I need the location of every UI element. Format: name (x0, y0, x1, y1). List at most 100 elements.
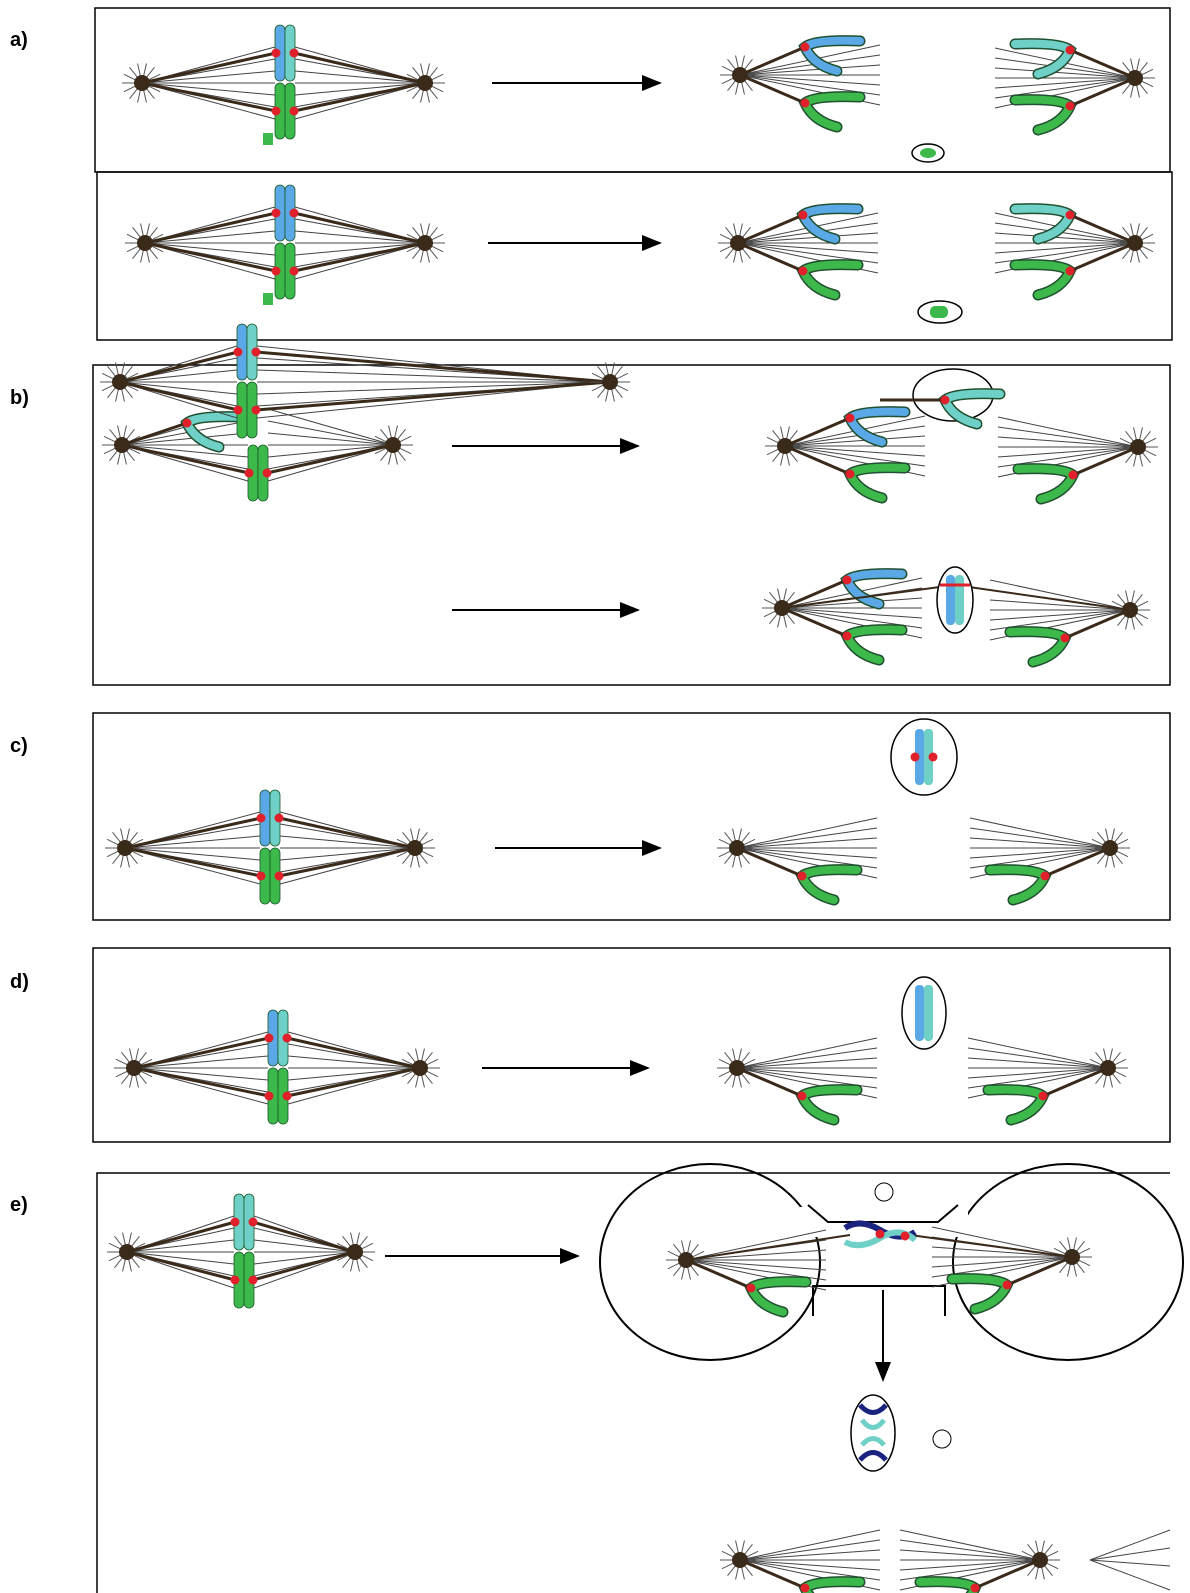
aster-ray (1114, 853, 1123, 864)
aster-ray (429, 227, 438, 238)
aster-ray (1139, 428, 1142, 442)
aster-ray (104, 436, 117, 442)
aster-ray (419, 832, 428, 843)
fragment (930, 306, 948, 318)
aster-ray (598, 366, 607, 377)
kinetochore (265, 1092, 274, 1101)
aster-ray (725, 832, 734, 843)
aster-ray (728, 1565, 737, 1576)
kinetochore-fiber (267, 445, 393, 473)
fiber (257, 382, 610, 394)
fiber (740, 1540, 880, 1560)
aster-ray (733, 829, 736, 843)
chromosome (920, 1582, 975, 1593)
aster-ray (398, 436, 411, 442)
aster-ray (786, 452, 789, 466)
aster-ray (1126, 431, 1135, 442)
aster-ray (1131, 616, 1134, 630)
aster-ray (1131, 84, 1134, 98)
aster-ray (123, 1258, 126, 1272)
aster-ray (1077, 1248, 1090, 1254)
kinetochore (911, 753, 920, 762)
kinetochore (272, 209, 281, 218)
fiber (134, 1068, 268, 1080)
panel-label: a) (10, 29, 28, 51)
aster-ray (1140, 234, 1153, 240)
aster-ray (411, 829, 414, 843)
aster-ray (1135, 613, 1148, 619)
centrosome (347, 1244, 363, 1260)
aster-ray (764, 599, 777, 605)
panel-box (95, 8, 1170, 172)
aster-ray (1142, 431, 1151, 442)
aster-ray (1068, 1263, 1071, 1277)
fiber (254, 1252, 355, 1264)
aster-ray (1136, 224, 1139, 238)
aster-ray (124, 86, 137, 92)
aster-ray (674, 1244, 683, 1255)
aster-ray (739, 224, 742, 238)
kinetochore (257, 814, 266, 823)
aster-ray (124, 74, 137, 80)
panel-box (97, 1173, 1170, 1593)
aster-ray (741, 56, 744, 70)
aster-ray (426, 64, 429, 78)
aster-ray (1135, 601, 1148, 607)
aster-ray (351, 1233, 354, 1247)
kinetochore-fiber (287, 1068, 420, 1096)
aster-ray (116, 1071, 129, 1077)
aster-ray (115, 1236, 124, 1247)
centrosome (417, 235, 433, 251)
aster-ray (598, 387, 607, 398)
centrosome (407, 840, 423, 856)
aster-ray (770, 592, 779, 603)
aster-ray (121, 854, 124, 868)
aster-ray (109, 1243, 122, 1249)
kinetochore-fiber (145, 243, 276, 271)
fiber (142, 83, 275, 95)
aster-ray (682, 1241, 685, 1255)
centrosome (602, 374, 618, 390)
aster-ray (1115, 839, 1128, 845)
kinetochore (272, 107, 281, 116)
aster-ray (728, 59, 737, 70)
page: a) b) c) d) e) (() => { const data = JSO… (0, 0, 1190, 1593)
aster-ray (149, 227, 158, 238)
aster-ray (123, 451, 126, 465)
fiber (1090, 1548, 1170, 1560)
aster-ray (1134, 453, 1137, 467)
kinetochore (798, 872, 807, 881)
kinetochore-fiber (253, 1252, 355, 1280)
kinetochore (275, 814, 284, 823)
aster-ray (124, 387, 133, 398)
aster-ray (356, 1258, 359, 1272)
aster-ray (141, 224, 144, 238)
fiber (1090, 1560, 1170, 1566)
aster-ray (1109, 1049, 1112, 1063)
aster-ray (668, 1263, 681, 1269)
aster-ray (356, 1233, 359, 1247)
aster-ray (611, 388, 614, 402)
aster-ray (413, 88, 422, 99)
aster-ray (1045, 1563, 1058, 1569)
aster-ray (1098, 832, 1107, 843)
kinetochore-fiber (142, 53, 276, 83)
aster-ray (1044, 1565, 1053, 1576)
fiber (145, 243, 275, 255)
kinetochore (1003, 1281, 1012, 1290)
aster-ray (781, 427, 784, 441)
kinetochore (272, 267, 281, 276)
aster-ray (738, 1049, 741, 1063)
aster-ray (736, 56, 739, 70)
aster-ray (127, 234, 140, 240)
aster-ray (615, 385, 628, 391)
aster-ray (416, 854, 419, 868)
fragment (263, 293, 273, 305)
aster-ray (421, 1074, 424, 1088)
aster-ray (1041, 1541, 1044, 1555)
kinetochore (843, 576, 852, 585)
aster-ray (131, 1257, 140, 1268)
centrosome (134, 75, 150, 91)
kinetochore (1069, 471, 1078, 480)
fiber (737, 1048, 877, 1068)
